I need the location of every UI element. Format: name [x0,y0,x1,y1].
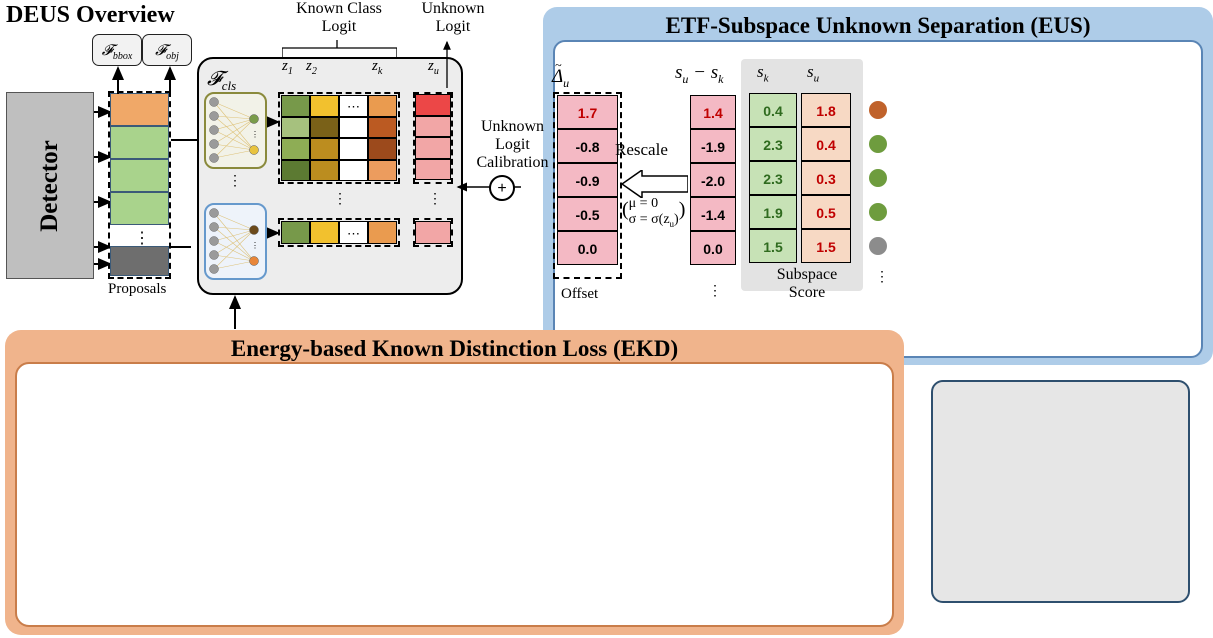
svg-text:⋮: ⋮ [251,241,259,250]
svg-text:⋮: ⋮ [251,130,259,139]
